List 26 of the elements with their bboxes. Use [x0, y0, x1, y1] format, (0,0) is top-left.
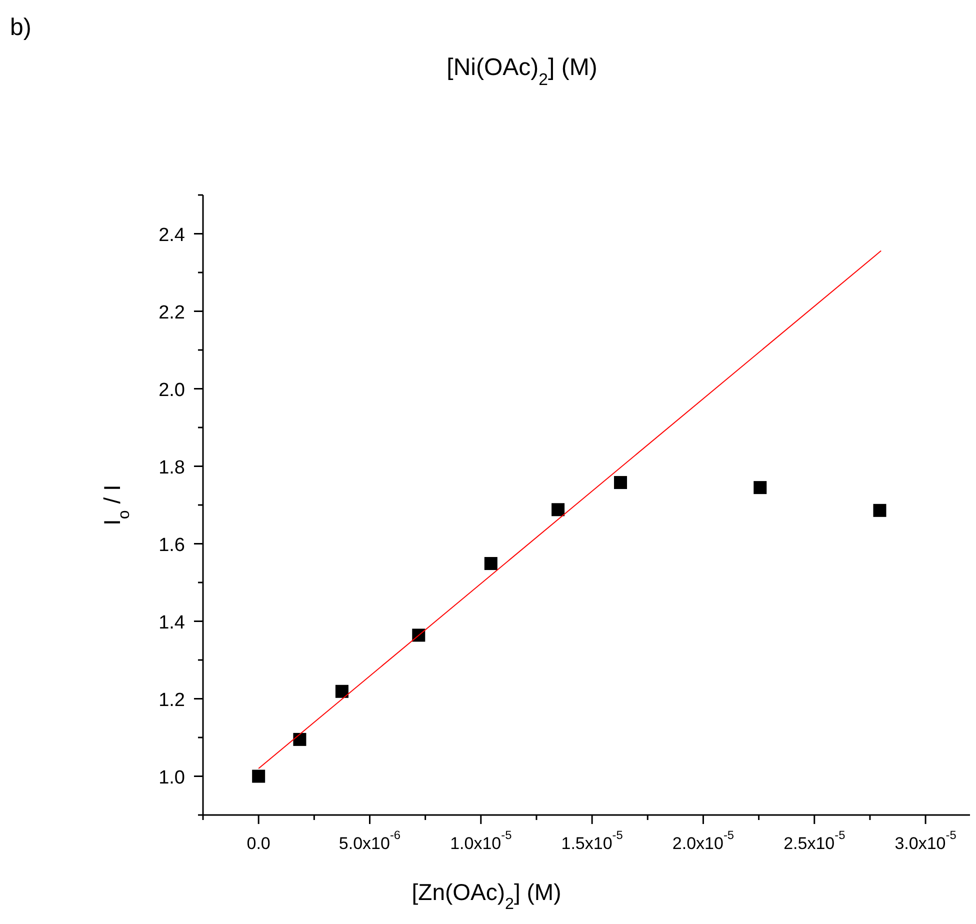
x-tick-label: 5.0x10$^{-6}$ — [338, 828, 401, 853]
y-tick-label: 1.4 — [158, 612, 186, 634]
point — [754, 481, 767, 494]
x-tick-label: 2.0x10$^{-5}$ — [672, 828, 734, 853]
y-tick-label: 1.2 — [158, 690, 185, 711]
point — [484, 557, 498, 570]
y-tick-label: 2.2 — [158, 302, 185, 324]
point — [552, 503, 565, 516]
y-tick-label: 1.8 — [158, 457, 185, 478]
text: [Ni(OAc)$_{2}$] (M) — [446, 54, 598, 88]
y-tick-label: 2.0 — [158, 380, 185, 401]
x-tick-label: 1.0x10$^{-5}$ — [450, 828, 512, 853]
x-tick-label: 3.0x10$^{-5}$ — [894, 828, 957, 853]
point — [614, 476, 628, 490]
x-tick-label: 0.0 — [246, 834, 270, 853]
x-axis-title: [Zn(OAc)$_{2}$] (M) — [412, 879, 562, 913]
y-tick-label: 2.4 — [158, 224, 186, 246]
point — [252, 770, 266, 783]
x-tick-label: 1.5x10$^{-5}$ — [561, 828, 624, 853]
point — [335, 684, 348, 698]
y-tick-label: 1.0 — [158, 767, 185, 788]
text: b) — [10, 14, 32, 41]
point — [293, 732, 306, 746]
point — [873, 504, 886, 517]
y-tick-label: 1.6 — [158, 534, 185, 556]
x-tick-label: 2.5x10$^{-5}$ — [784, 828, 846, 853]
